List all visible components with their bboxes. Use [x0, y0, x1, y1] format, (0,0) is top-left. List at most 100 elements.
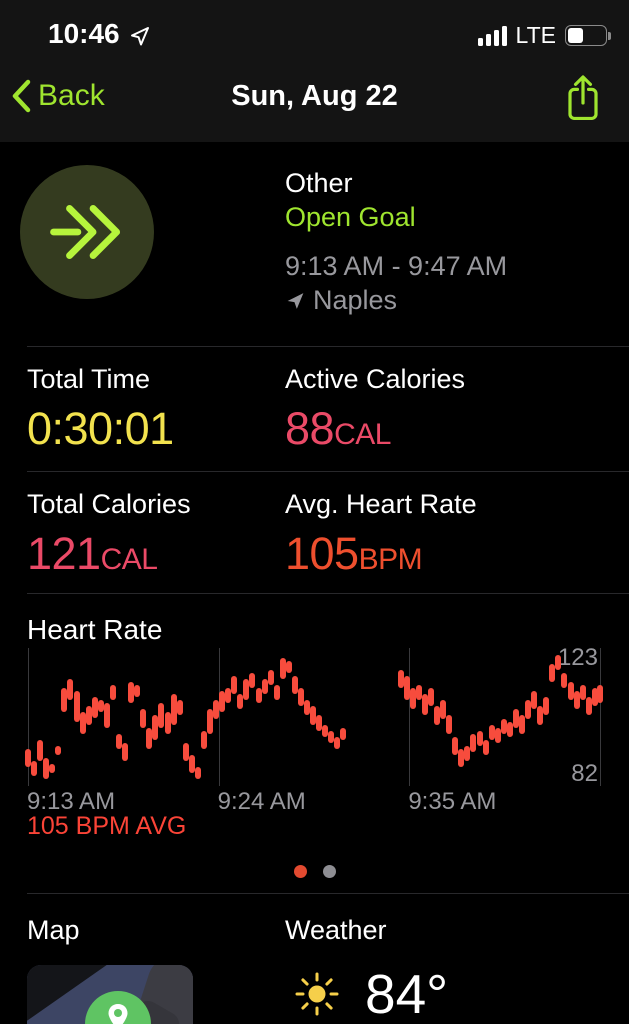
hr-sample-bar: [512, 709, 519, 728]
hr-sample-bar: [103, 703, 110, 728]
hr-sample-bar: [176, 700, 183, 716]
stat-label: Total Calories: [27, 489, 191, 519]
hr-sample-bar: [128, 682, 135, 704]
hr-sample-bar: [525, 700, 532, 719]
hr-sample-bar: [213, 700, 220, 719]
hr-sample-bar: [109, 685, 116, 701]
hr-sample-bar: [304, 700, 311, 716]
hr-sample-bar: [285, 661, 292, 674]
hr-sample-bar: [182, 742, 189, 761]
back-button[interactable]: Back: [10, 78, 105, 114]
battery-fill: [568, 28, 583, 43]
hr-sample-bar: [334, 736, 341, 749]
hr-sample-bar: [476, 730, 483, 746]
hr-sample-bar: [243, 679, 250, 701]
hr-sample-bar: [273, 685, 280, 701]
heart-rate-chart[interactable]: 123 82: [25, 644, 603, 788]
hr-sample-bar: [194, 766, 201, 779]
chevron-left-icon: [12, 79, 31, 113]
hr-sample-bar: [152, 715, 159, 740]
hr-sample-bar: [122, 742, 129, 761]
stat-value: 88: [285, 403, 335, 454]
hr-sample-bar: [49, 763, 56, 773]
hr-sample-bar: [446, 715, 453, 734]
stat-unit: CAL: [334, 418, 391, 451]
page-title: Sun, Aug 22: [231, 80, 398, 112]
page-indicator[interactable]: [0, 865, 629, 878]
hr-sample-bar: [340, 727, 347, 740]
status-bar: 10:46 LTE: [0, 12, 629, 52]
hr-sample-bar: [85, 706, 92, 725]
hr-sample-bar: [585, 697, 592, 716]
hr-sample-bar: [567, 682, 574, 701]
back-label: Back: [38, 79, 105, 112]
hr-sample-bar: [573, 691, 580, 710]
hr-sample-bar: [415, 685, 422, 701]
hr-sample-bar: [97, 700, 104, 713]
hr-sample-bar: [231, 676, 238, 695]
stat-value: 105: [285, 528, 359, 579]
hr-sample-bar: [500, 718, 507, 734]
stat-total-calories: Total Calories 121 CAL: [27, 489, 285, 580]
hr-sample-bar: [261, 679, 268, 695]
hr-sample-bar: [73, 691, 80, 722]
hr-sample-bar: [164, 712, 171, 734]
hr-sample-bar: [67, 679, 74, 701]
hr-sample-bar: [310, 706, 317, 725]
hr-sample-bar: [249, 673, 256, 689]
stat-label: Avg. Heart Rate: [285, 489, 477, 519]
hr-sample-bar: [200, 730, 207, 749]
heart-rate-section-title: Heart Rate: [27, 614, 163, 645]
workout-goal-label: Open Goal: [285, 202, 416, 232]
hr-sample-bar: [188, 754, 195, 773]
weather-current: 84°: [295, 962, 448, 1024]
other-workout-arrows-icon: [50, 205, 121, 259]
hr-sample-bar: [434, 706, 441, 725]
hr-sample-bar: [488, 724, 495, 740]
page-dot-active[interactable]: [293, 865, 307, 878]
hr-sample-bar: [316, 715, 323, 731]
map-pin-icon: [108, 1004, 128, 1024]
y-axis-min-label: 82: [571, 760, 598, 787]
share-icon[interactable]: [563, 72, 603, 124]
hr-sample-bar: [37, 739, 44, 761]
workout-summary: Other Open Goal 9:13 AM - 9:47 AM Naples: [0, 142, 629, 346]
chart-gridline: [28, 648, 29, 786]
hr-sample-bar: [291, 676, 298, 695]
stat-value: 121: [27, 528, 101, 579]
hr-sample-bar: [279, 658, 286, 680]
hr-sample-bar: [207, 709, 213, 734]
hr-sample-bar: [255, 688, 262, 704]
battery-icon: [565, 25, 611, 46]
divider: [27, 346, 629, 347]
hr-sample-bar: [170, 694, 177, 725]
hr-sample-bar: [397, 670, 404, 689]
status-time: 10:46: [48, 18, 120, 49]
hr-sample-bar: [91, 697, 98, 719]
stat-active-calories: Active Calories 88 CAL: [285, 364, 543, 455]
navigation-arrow-icon: [287, 292, 304, 309]
hr-sample-bar: [494, 727, 501, 743]
hr-sample-bar: [219, 691, 226, 713]
map-thumbnail[interactable]: [27, 965, 193, 1024]
hr-sample-bar: [428, 688, 434, 707]
location-services-icon: [131, 27, 149, 46]
x-axis-tick-label: 9:35 AM: [408, 788, 497, 815]
hr-sample-bar: [298, 688, 304, 707]
stat-unit: CAL: [100, 543, 158, 576]
hr-sample-bar: [61, 688, 68, 713]
hr-sample-bar: [464, 745, 471, 761]
avg-heart-rate-caption: 105 BPM AVG: [27, 812, 187, 840]
divider: [27, 471, 629, 472]
hr-sample-bar: [537, 706, 544, 725]
temperature-value: 84°: [365, 963, 449, 1024]
y-axis-max-label: 123: [557, 644, 598, 671]
workout-type-label: Other: [285, 168, 353, 198]
cellular-signal-icon: [477, 25, 507, 46]
hr-sample-bar: [506, 721, 513, 737]
hr-sample-bar: [452, 736, 459, 755]
workout-type-badge: [20, 165, 154, 299]
page-dot-inactive[interactable]: [322, 865, 336, 878]
hr-sample-bar: [25, 748, 31, 767]
